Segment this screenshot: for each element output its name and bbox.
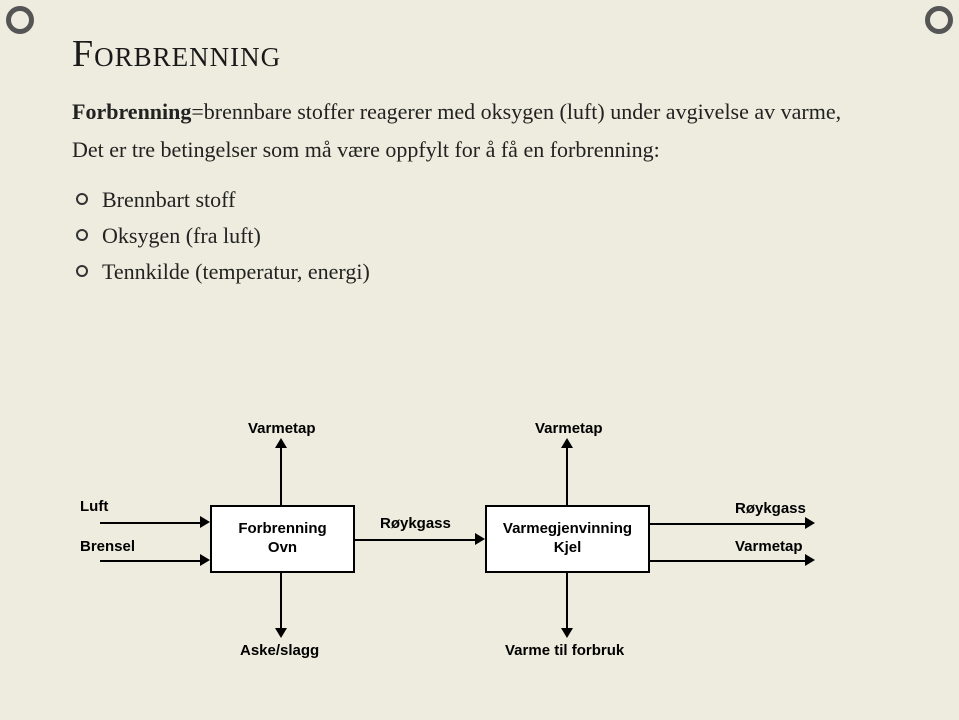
arrow-line — [566, 448, 568, 505]
label-varme-forbruk: Varme til forbruk — [505, 642, 624, 659]
diagram-box-combustion: Forbrenning Ovn — [210, 505, 355, 573]
arrow-line — [280, 448, 282, 505]
arrow-right-icon — [805, 554, 815, 566]
label-varmetap-box2: Varmetap — [535, 420, 603, 437]
arrow-right-icon — [805, 517, 815, 529]
arrow-right-icon — [200, 554, 210, 566]
box2-line2: Kjel — [554, 539, 582, 558]
label-aske: Aske/slagg — [240, 642, 319, 659]
label-varmetap-right: Varmetap — [735, 538, 803, 555]
arrow-line — [355, 539, 475, 541]
list-item: Oksygen (fra luft) — [72, 220, 899, 252]
label-roykgass-mid: Røykgass — [380, 515, 451, 532]
label-luft: Luft — [80, 498, 108, 515]
conditions-list: Brennbart stoff Oksygen (fra luft) Tennk… — [72, 184, 899, 288]
arrow-down-icon — [275, 628, 287, 638]
box1-line2: Ovn — [268, 539, 297, 558]
list-item: Tennkilde (temperatur, energi) — [72, 256, 899, 288]
arrow-line — [280, 573, 282, 628]
arrow-right-icon — [475, 533, 485, 545]
arrow-line — [650, 523, 805, 525]
combustion-flow-diagram: Forbrenning Ovn Varmegjenvinning Kjel Lu… — [80, 420, 870, 680]
arrow-up-icon — [275, 438, 287, 448]
slide: Forbrenning Forbrenning=brennbare stoffe… — [0, 0, 959, 720]
arrow-line — [100, 560, 200, 562]
arrow-up-icon — [561, 438, 573, 448]
arrow-line — [566, 573, 568, 628]
label-brensel: Brensel — [80, 538, 135, 555]
diagram-box-heat-recovery: Varmegjenvinning Kjel — [485, 505, 650, 573]
list-item: Brennbart stoff — [72, 184, 899, 216]
arrow-line — [100, 522, 200, 524]
intro-rest: =brennbare stoffer reagerer med oksygen … — [191, 99, 841, 124]
subline-text: Det er tre betingelser som må være oppfy… — [72, 134, 899, 166]
intro-text: Forbrenning=brennbare stoffer reagerer m… — [72, 96, 899, 128]
arrow-down-icon — [561, 628, 573, 638]
page-title: Forbrenning — [72, 32, 899, 76]
label-roykgass-out: Røykgass — [735, 500, 806, 517]
decoration-dot-top-right — [925, 6, 953, 34]
box2-line1: Varmegjenvinning — [503, 520, 632, 539]
intro-bold: Forbrenning — [72, 99, 191, 124]
decoration-dot-top-left — [6, 6, 34, 34]
box1-line1: Forbrenning — [238, 520, 326, 539]
label-varmetap-box1: Varmetap — [248, 420, 316, 437]
arrow-line — [650, 560, 805, 562]
arrow-right-icon — [200, 516, 210, 528]
